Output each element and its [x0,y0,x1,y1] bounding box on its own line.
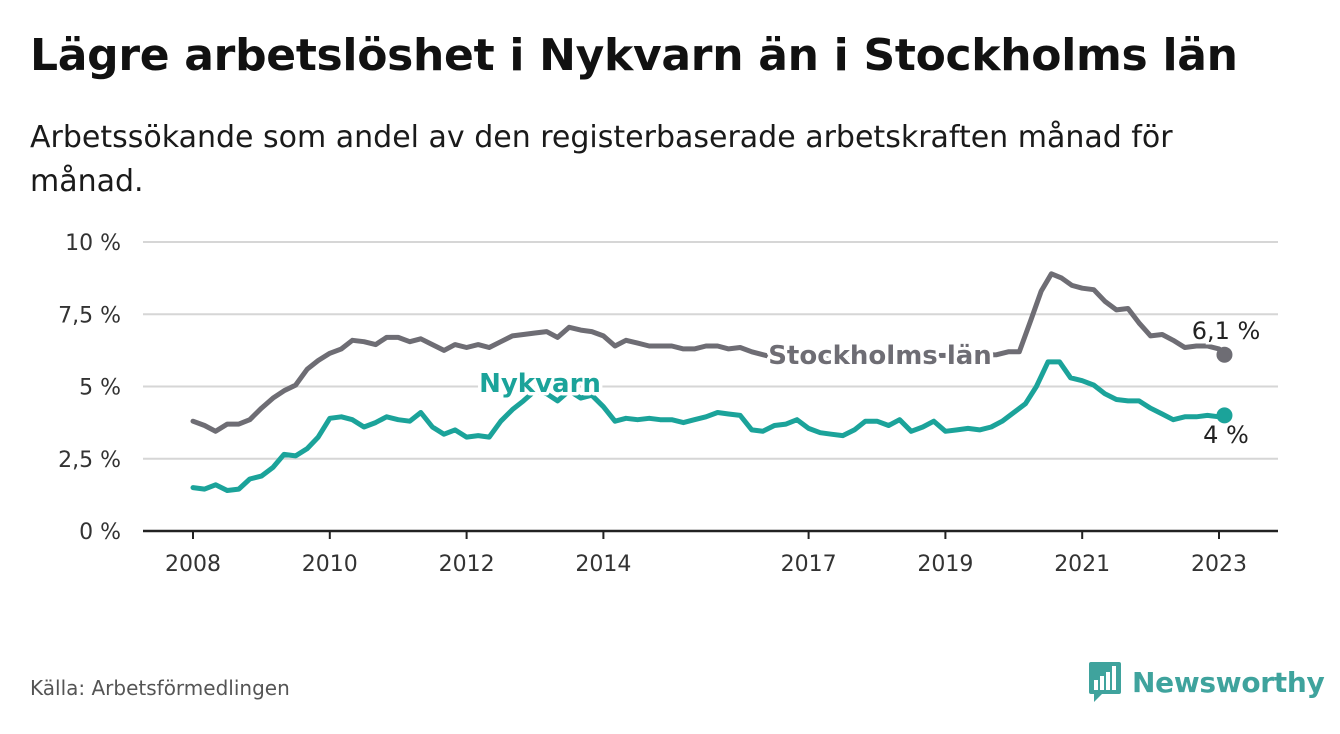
end-label-nykvarn: 4 % [1203,421,1249,449]
line-chart: 0 % 2,5 % 5 % 7,5 % 10 % 2008 2010 2012 2014 201… [58,231,1278,577]
series-lines [190,271,1233,493]
end-point-stockholms-lan [1216,346,1233,363]
x-tick-label: 2021 [1054,552,1110,577]
chart-title: Lägre arbetslöshet i Nykvarn än i Stockh… [30,30,1238,81]
bar-chart-logo-icon [1089,662,1121,702]
y-axis-tick-labels: 0 % 2,5 % 5 % 7,5 % 10 % [58,231,121,545]
y-tick-label: 7,5 % [58,303,121,328]
series-line-stockholms-lan [190,271,1227,434]
x-tick-label: 2008 [165,552,221,577]
y-tick-label: 10 % [65,231,121,256]
x-tick-label: 2023 [1191,552,1247,577]
y-tick-label: 0 % [79,520,121,545]
x-tick-label: 2019 [917,552,973,577]
x-tick-label: 2010 [302,552,358,577]
x-tick-label: 2014 [575,552,631,577]
y-tick-label: 2,5 % [58,448,121,473]
series-label-nykvarn: Nykvarn [479,369,601,399]
chart-subtitle: Arbetssökande som andel av den registerb… [30,120,1173,199]
newsworthy-logo: Newsworthy [1088,660,1325,704]
gridlines [143,241,1278,460]
series-line-nykvarn [190,359,1227,493]
series-labels: Stockholms län Nykvarn 6,1 % 4 % [476,315,1263,452]
x-axis: 2008 2010 2012 2014 2017 2019 2021 2023 [143,529,1278,577]
end-point-nykvarn [1216,407,1233,424]
brand-name: Newsworthy [1132,665,1325,699]
y-tick-label: 5 % [79,376,121,401]
x-tick-label: 2012 [439,552,495,577]
end-label-stockholms-lan: 6,1 % [1192,317,1261,345]
x-tick-label: 2017 [781,552,837,577]
source-note: Källa: Arbetsförmedlingen [30,676,290,700]
series-label-stockholms-lan: Stockholms län [768,341,992,371]
